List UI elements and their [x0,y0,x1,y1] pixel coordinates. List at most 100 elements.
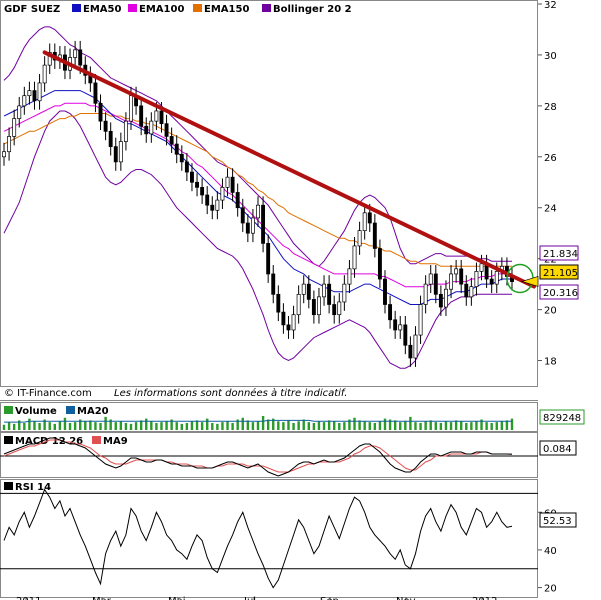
volume-bar [104,416,107,430]
volume-bar [505,420,509,430]
candle-body [474,271,479,288]
candle [464,275,469,306]
candle [220,178,225,210]
volume-bar [317,421,321,430]
volume-bar [89,420,92,430]
ma9-legend-label: MA9 [103,436,128,447]
value-box-rsi [539,512,577,528]
candle-body [73,49,78,58]
volume-legend-swatch [4,406,13,414]
volume-bar [333,421,336,430]
time-tick-label: Sep [320,596,339,600]
candle [362,203,367,240]
ema150-line [3,113,512,267]
volume-bar [165,421,168,430]
value-label-rsi: 52.53 [539,512,577,528]
candle-body [454,268,459,275]
volume-bar [58,421,62,430]
volume-bar [358,420,361,430]
volume-bar [195,420,199,430]
volume-bar [343,422,346,430]
value-box-bollinger-lower [539,284,579,300]
candle-body [210,204,215,211]
candle [98,94,103,131]
candle-body [271,273,276,295]
time-axis: 2011 Mar Mai Jul Sep Nov 2012 [16,596,497,600]
volume-bar [216,423,219,430]
candle [164,114,169,146]
candle-body [245,222,250,234]
volume-bar [139,420,143,430]
time-tick-label: Nov [396,596,416,600]
volume-bar [73,422,77,430]
volume-bar [480,419,483,430]
candle-body [139,105,144,127]
candle [438,285,443,316]
credit-source: © IT-Finance.com [4,388,92,399]
candle [225,168,230,197]
candle-body [494,271,499,285]
candle [413,326,418,367]
candle [306,275,311,309]
candle-body [418,304,423,336]
candle-body [362,212,367,232]
candle-body [286,324,291,331]
value-label-close: 21.105 [539,264,579,280]
candle-body [449,273,453,290]
volume-bar [312,423,316,430]
candle-body [428,273,433,285]
candle-body [12,118,17,137]
volume-bar [388,419,392,430]
candle [469,277,474,306]
volume-bar [134,422,138,430]
candle-body [317,296,321,316]
candle-body [337,301,342,316]
volume-bar [7,422,11,430]
candle [2,142,6,166]
candle-body [205,194,210,206]
volume-bar [226,421,229,430]
candle-body [433,273,438,295]
candle [123,112,128,151]
candle-body [154,110,159,122]
candle-body [367,212,372,224]
volume-bar [241,417,244,430]
price-tick-label: 24 [544,204,557,215]
candle [286,315,291,339]
volume-bar [424,421,427,430]
candle [73,40,78,67]
candle [484,254,489,288]
candle [372,214,377,258]
volume-bar [185,423,189,430]
volume-bar [368,422,371,430]
time-tick-label: Mai [168,596,186,600]
candle [479,254,484,281]
volume-bar [190,421,194,430]
volume-bar [251,422,255,430]
value-label-bollinger-upper: 21.834 [539,245,579,261]
volume-bar [48,422,51,430]
candle-body [169,136,174,145]
candle-body [17,105,22,119]
candle-body [190,171,194,183]
volume-bar [155,423,158,430]
legend-ema100-swatch [128,4,137,12]
candle-body [98,102,103,122]
candle-body [27,90,32,97]
candle-body [479,263,484,272]
candle-body [184,161,189,173]
candle-body [195,181,199,188]
candle-body [108,130,113,147]
rsi-tick-label: 20 [544,584,557,595]
legend-ema150-swatch [193,4,202,12]
candle [352,237,357,278]
candle [276,285,281,322]
macd-panel: MACD 12 26 MA9 [0,436,538,477]
volume-bar [23,423,26,430]
volume-bar [282,422,285,430]
legend-ema150: EMA150 [193,4,249,15]
candle [27,81,32,105]
price-tick-label: 28 [544,102,557,113]
volume-bar [444,421,448,430]
candle [144,117,149,143]
